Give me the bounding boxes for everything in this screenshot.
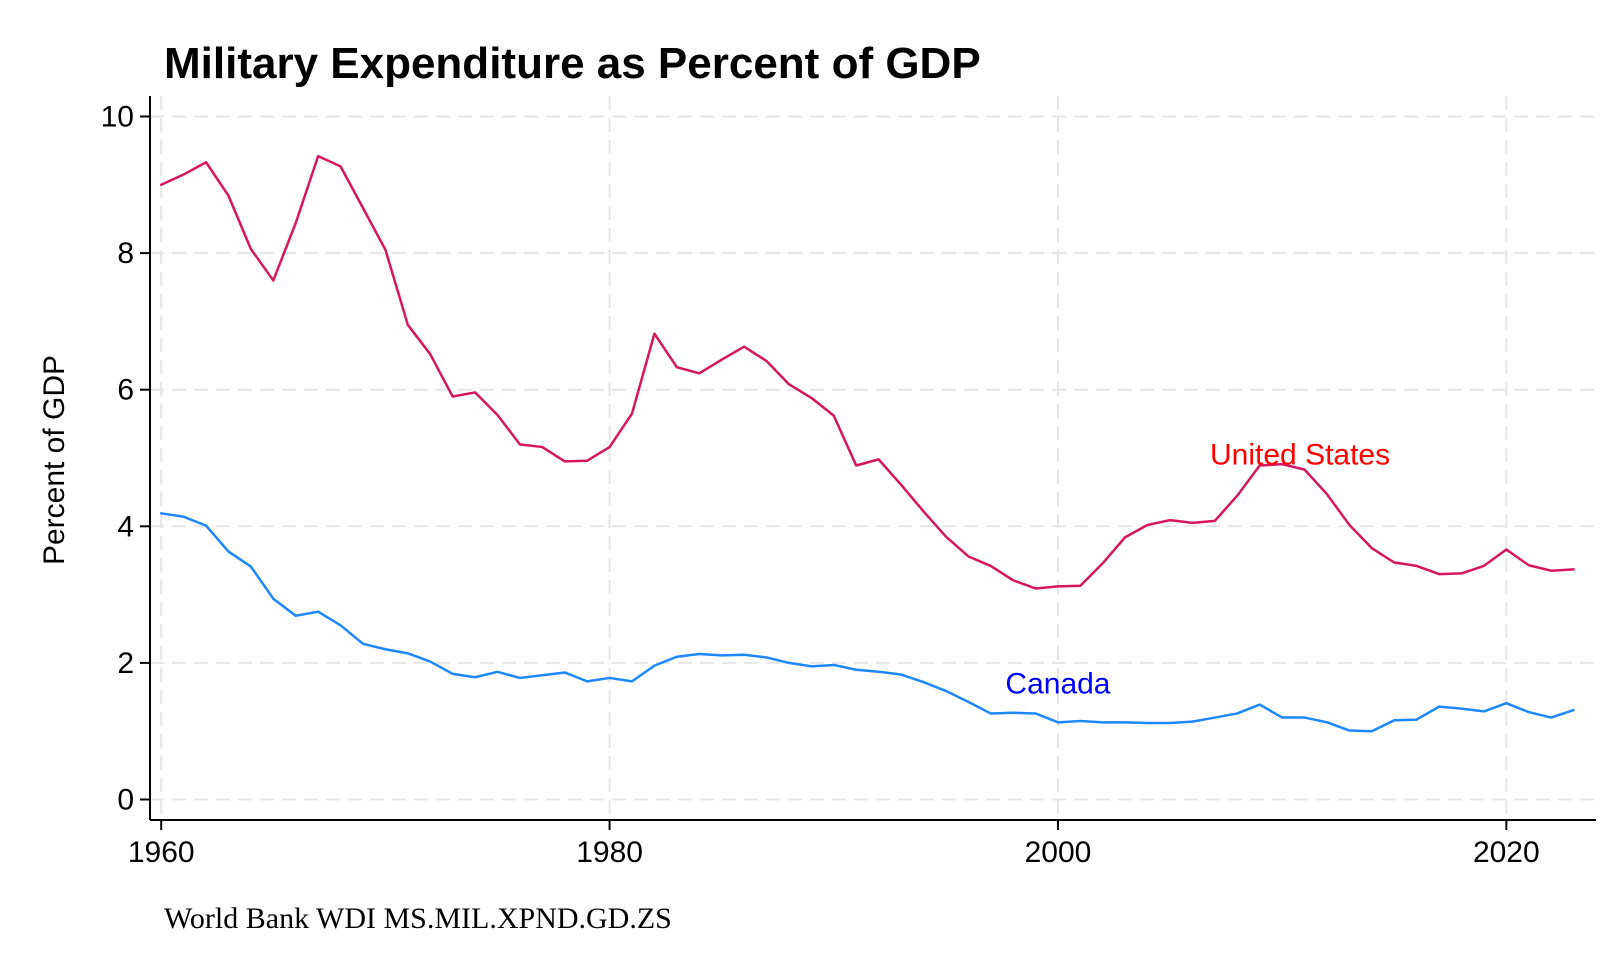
x-tick-label-2000: 2000	[1025, 836, 1092, 869]
x-tick-label-2020: 2020	[1473, 836, 1540, 869]
series-label-united-states: United States	[1210, 439, 1390, 472]
y-tick-label-2: 2	[117, 647, 134, 680]
series-line-united-states	[159, 154, 1575, 590]
x-tick-label-1960: 1960	[128, 836, 195, 869]
source-note: World Bank WDI MS.MIL.XPND.GD.ZS	[164, 902, 672, 935]
x-tick-label-1980: 1980	[576, 836, 643, 869]
y-tick-label-8: 8	[117, 237, 134, 270]
series-label-layer: United States Canada	[1005, 439, 1390, 701]
y-tick-label-4: 4	[117, 510, 134, 543]
series-layer	[159, 154, 1575, 733]
series-line-canada	[159, 512, 1575, 733]
y-tick-label-10: 10	[101, 100, 134, 133]
chart-title: Military Expenditure as Percent of GDP	[164, 39, 981, 88]
y-axis-label: Percent of GDP	[38, 355, 71, 565]
y-tick-label-0: 0	[117, 784, 134, 817]
series-label-canada: Canada	[1005, 667, 1110, 700]
y-tick-label-6: 6	[117, 374, 134, 407]
axis-layer: 0 2 4 6 8 10 1960 1980 2000 2020	[101, 96, 1596, 869]
grid-layer	[150, 96, 1596, 820]
